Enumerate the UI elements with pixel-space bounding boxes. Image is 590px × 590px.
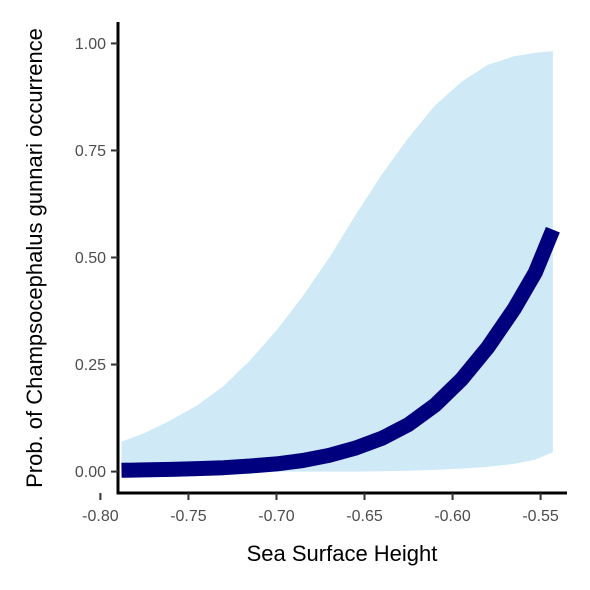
y-tick-label: 1.00 <box>75 36 106 53</box>
fit-line-layer <box>121 226 560 478</box>
confidence-ribbon-layer <box>121 51 553 472</box>
y-tick-label: 0.50 <box>75 250 106 267</box>
fit-line <box>121 226 560 478</box>
x-tick-label: -0.65 <box>346 508 383 525</box>
x-tick-label: -0.70 <box>258 508 295 525</box>
x-tick-label: -0.60 <box>434 508 471 525</box>
x-tick-label: -0.75 <box>170 508 207 525</box>
x-tick-label: -0.80 <box>82 508 119 525</box>
ticks: 0.00 0.25 0.50 0.75 1.00 -0.80 -0.75 -0.70 -0.65… <box>75 36 559 525</box>
x-tick-label: -0.55 <box>522 508 559 525</box>
x-axis-title: Sea Surface Height <box>247 541 438 566</box>
confidence-ribbon <box>121 51 553 472</box>
y-axis-title: Prob. of Champsocephalus gunnari occurre… <box>22 28 47 488</box>
y-tick-label: 0.00 <box>75 464 106 481</box>
y-tick-label: 0.25 <box>75 357 106 374</box>
y-tick-label: 0.75 <box>75 143 106 160</box>
